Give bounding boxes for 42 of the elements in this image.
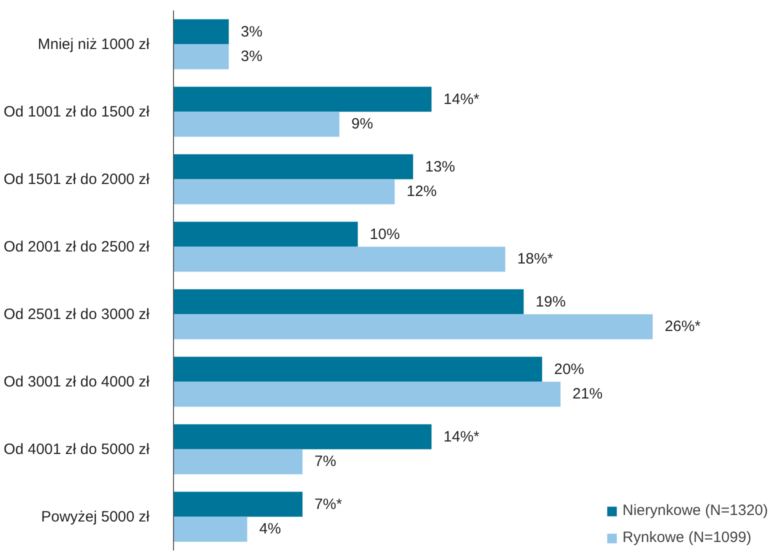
y-tick-label: Powyżej 5000 zł	[41, 508, 150, 526]
data-label: 14%*	[444, 428, 480, 446]
data-label: 20%	[554, 360, 584, 378]
y-tick-label: Od 4001 zł do 5000 zł	[4, 440, 150, 458]
data-label: 18%*	[517, 250, 554, 268]
data-label: 21%	[572, 386, 603, 403]
data-label: 9%	[351, 116, 374, 133]
data-label: 13%	[425, 158, 456, 176]
legend-label: Rynkowe (N=1099)	[622, 529, 752, 546]
bar	[174, 179, 395, 204]
y-tick-label: Od 2501 zł do 3000 zł	[4, 306, 150, 323]
bar	[174, 289, 524, 314]
bar	[174, 44, 229, 70]
y-tick-label: Od 2001 zł do 2500 zł	[4, 238, 150, 256]
bar	[174, 516, 248, 542]
bar	[174, 222, 358, 247]
data-label: 12%	[406, 183, 437, 200]
data-label: 26%*	[664, 318, 701, 336]
data-label: 19%	[536, 293, 566, 310]
data-label: 3%	[240, 23, 262, 40]
data-label: 7%*	[314, 496, 342, 513]
bar	[174, 356, 542, 382]
data-label: 4%	[259, 520, 281, 538]
bar	[174, 19, 229, 44]
bar	[174, 314, 653, 340]
y-tick-label: Od 1501 zł do 2000 zł	[4, 170, 150, 188]
bar	[174, 246, 506, 272]
bar	[174, 382, 561, 407]
legend-label: Nierynkowe (N=1320)	[622, 502, 768, 519]
data-label: 3%	[240, 48, 262, 66]
data-label: 10%	[370, 226, 400, 243]
bar	[174, 112, 340, 137]
data-label: 7%	[314, 453, 336, 470]
bar	[174, 449, 303, 474]
bar	[174, 492, 303, 517]
data-label: 14%*	[444, 90, 480, 108]
bar	[174, 86, 432, 112]
y-tick-label: Od 3001 zł do 4000 zł	[4, 373, 150, 390]
bar	[174, 424, 432, 450]
bar	[174, 154, 414, 180]
y-tick-label: Od 1001 zł do 1500 zł	[4, 103, 150, 120]
y-tick-label: Mniej niż 1000 zł	[38, 36, 150, 53]
